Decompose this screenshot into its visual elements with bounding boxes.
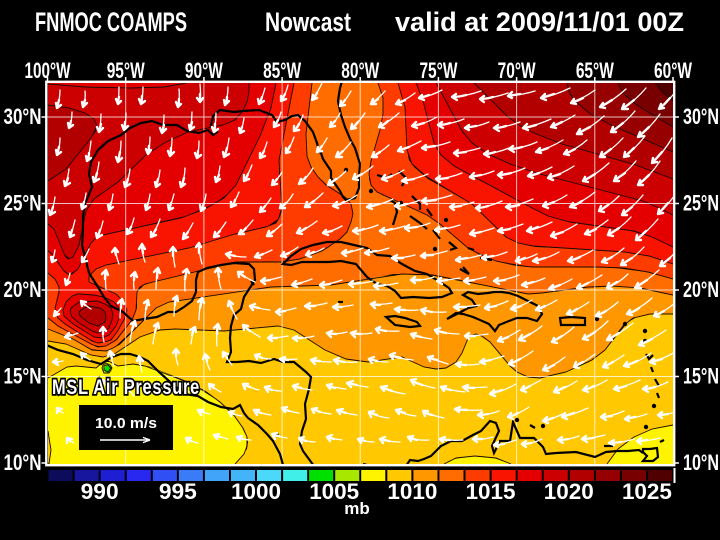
svg-text:10°N: 10°N: [4, 450, 42, 475]
svg-text:15°N: 15°N: [683, 364, 719, 389]
svg-text:valid at 2009/11/01 00Z: valid at 2009/11/01 00Z: [395, 7, 684, 37]
svg-text:100°W: 100°W: [25, 58, 71, 83]
svg-text:70°W: 70°W: [498, 58, 536, 83]
svg-text:25°N: 25°N: [4, 191, 42, 216]
svg-text:80°W: 80°W: [341, 58, 379, 83]
svg-text:75°W: 75°W: [419, 58, 457, 83]
svg-text:mb: mb: [344, 499, 370, 518]
svg-text:1010: 1010: [387, 479, 437, 504]
svg-text:90°W: 90°W: [185, 58, 223, 83]
svg-text:1015: 1015: [466, 479, 516, 504]
svg-text:FNMOC COAMPS: FNMOC COAMPS: [35, 7, 187, 37]
svg-text:15°N: 15°N: [4, 364, 42, 389]
svg-text:20°N: 20°N: [4, 277, 42, 302]
svg-text:1000: 1000: [231, 479, 281, 504]
svg-text:10°N: 10°N: [683, 450, 719, 475]
svg-text:1025: 1025: [622, 479, 672, 504]
svg-text:Nowcast: Nowcast: [265, 7, 351, 37]
svg-text:995: 995: [159, 479, 197, 504]
svg-text:1005: 1005: [309, 479, 359, 504]
svg-text:30°N: 30°N: [683, 104, 719, 129]
svg-text:85°W: 85°W: [263, 58, 301, 83]
svg-text:MSL Air Pressure: MSL Air Pressure: [52, 376, 200, 399]
svg-text:60°W: 60°W: [654, 58, 692, 83]
svg-text:30°N: 30°N: [4, 104, 42, 129]
svg-text:95°W: 95°W: [107, 58, 145, 83]
svg-text:20°N: 20°N: [683, 277, 719, 302]
svg-text:1020: 1020: [544, 479, 594, 504]
svg-text:990: 990: [81, 479, 119, 504]
svg-text:10.0 m/s: 10.0 m/s: [95, 415, 157, 432]
svg-text:65°W: 65°W: [576, 58, 614, 83]
svg-text:25°N: 25°N: [683, 191, 719, 216]
